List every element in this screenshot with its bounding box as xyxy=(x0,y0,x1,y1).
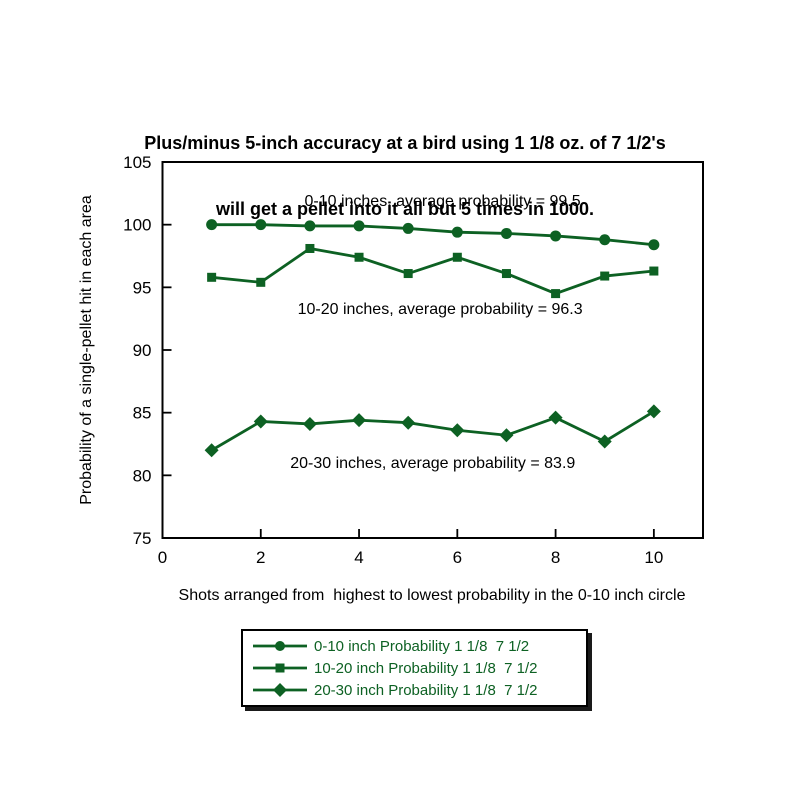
series-line-1 xyxy=(211,247,655,296)
series-2-marker xyxy=(597,434,612,449)
series-0-marker xyxy=(304,220,316,232)
series-0-marker xyxy=(402,222,414,234)
series-2-marker xyxy=(302,416,317,431)
legend-circle-icon xyxy=(253,641,307,651)
series-2-marker xyxy=(548,410,563,425)
series-annotation-1: 10-20 inches, average probability = 96.3 xyxy=(297,300,583,318)
series-2-marker xyxy=(352,413,367,428)
y-tick-label: 75 xyxy=(133,529,152,548)
series-0-marker xyxy=(648,239,660,251)
chart-title: Plus/minus 5-inch accuracy at a bird usi… xyxy=(0,88,810,264)
x-tick-label: 10 xyxy=(644,548,663,567)
series-2-marker xyxy=(401,415,416,430)
series-1-marker xyxy=(452,252,462,262)
series-0-marker xyxy=(451,226,463,238)
series-annotation-2: 20-30 inches, average probability = 83.9 xyxy=(290,455,576,473)
series-1-marker xyxy=(256,277,266,287)
x-tick-label: 8 xyxy=(551,548,560,567)
series-1-marker xyxy=(649,266,659,276)
series-1-marker xyxy=(501,269,511,279)
series-1-marker xyxy=(403,269,413,279)
y-tick-label: 100 xyxy=(123,216,151,235)
series-0-marker xyxy=(353,220,365,232)
chart-title-line2: will get a pellet into it all but 5 time… xyxy=(215,199,595,219)
legend-box: 0-10 inch Probability 1 1/8 7 1/2 10-20 i… xyxy=(241,629,588,707)
series-0-marker xyxy=(599,234,611,246)
series-0-marker xyxy=(550,230,562,242)
series-1-marker xyxy=(551,289,561,299)
series-2-marker xyxy=(646,404,661,419)
series-annotation-0: 0-10 inches, average probability = 99.5 xyxy=(304,193,581,211)
x-axis-label: Shots arranged from highest to lowest pr… xyxy=(178,587,686,604)
x-tick-label: 4 xyxy=(354,548,363,567)
series-line-0 xyxy=(211,223,655,247)
series-0-marker xyxy=(255,219,267,231)
legend-item-0: 0-10 inch Probability 1 1/8 7 1/2 xyxy=(252,635,586,657)
series-line-2 xyxy=(210,410,655,452)
series-1-marker xyxy=(354,252,364,262)
y-tick-label: 95 xyxy=(133,278,152,297)
legend-square-icon xyxy=(253,663,307,673)
series-2-marker xyxy=(204,443,219,458)
legend-item-1: 10-20 inch Probability 1 1/8 7 1/2 xyxy=(252,657,586,679)
series-1-marker xyxy=(600,271,610,281)
series-1-marker xyxy=(305,243,315,253)
legend-item-label: 10-20 inch Probability 1 1/8 7 1/2 xyxy=(314,659,538,677)
series-0-marker xyxy=(500,227,512,239)
x-tick-label: 2 xyxy=(256,548,265,567)
series-0-marker xyxy=(206,219,218,231)
legend-item-label: 0-10 inch Probability 1 1/8 7 1/2 xyxy=(314,637,530,655)
series-2-marker xyxy=(253,414,268,429)
legend-item-label: 20-30 inch Probability 1 1/8 7 1/2 xyxy=(314,681,538,699)
y-tick-label: 80 xyxy=(133,466,152,485)
series-1-marker xyxy=(207,272,217,282)
y-tick-label: 105 xyxy=(123,153,151,172)
series-2-marker xyxy=(499,428,514,443)
y-tick-label: 85 xyxy=(133,404,152,423)
x-tick-label: 0 xyxy=(158,548,167,567)
y-axis-label: Probability of a single-pellet hit in ea… xyxy=(78,195,95,505)
y-tick-label: 90 xyxy=(133,341,152,360)
legend-diamond-icon xyxy=(253,683,307,697)
chart-title-line1: Plus/minus 5-inch accuracy at a bird usi… xyxy=(144,133,666,153)
x-tick-label: 6 xyxy=(453,548,462,567)
legend-item-2: 20-30 inch Probability 1 1/8 7 1/2 xyxy=(252,679,586,701)
plot-frame xyxy=(161,161,704,539)
series-2-marker xyxy=(450,423,465,438)
